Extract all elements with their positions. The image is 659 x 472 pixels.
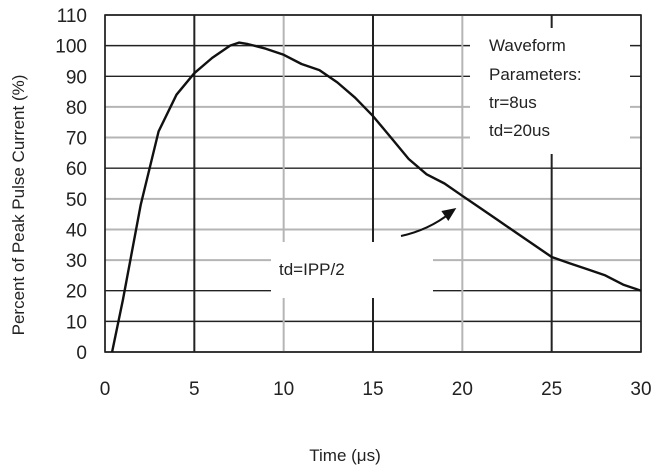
- grid: [104, 14, 642, 353]
- annotation-boxes: [271, 28, 630, 298]
- formula-label: td=IPP/2: [279, 260, 345, 279]
- y-tick-label: 40: [66, 220, 87, 241]
- formula-box: [271, 242, 433, 298]
- y-tick-label: 90: [66, 67, 87, 88]
- y-tick-label: 60: [66, 159, 87, 180]
- parameters-subtitle: Parameters:: [489, 65, 582, 84]
- tick-labels: 0 10 20 30 40 50 60 70 80 90 100 110 0 5 10 15 20 25 30: [55, 6, 651, 400]
- x-tick-label: 5: [189, 379, 200, 400]
- y-tick-label: 110: [57, 6, 87, 27]
- y-tick-label: 20: [66, 282, 87, 303]
- parameters-title: Waveform: [489, 36, 566, 55]
- y-tick-label: 50: [66, 190, 87, 211]
- y-tick-label: 10: [66, 312, 87, 333]
- arrow-shaft: [400, 212, 451, 237]
- y-tick-label: 80: [66, 98, 87, 119]
- x-tick-label: 10: [273, 379, 294, 400]
- x-axis-title: Time (μs): [309, 446, 381, 465]
- arrow-head: [441, 207, 457, 221]
- plot-border: [104, 14, 642, 353]
- x-tick-label: 30: [630, 379, 651, 400]
- arrow-layer: [400, 207, 457, 237]
- y-tick-label: 100: [55, 37, 87, 58]
- x-tick-label: 25: [541, 379, 562, 400]
- x-tick-label: 20: [452, 379, 473, 400]
- y-tick-label: 30: [66, 251, 87, 272]
- y-tick-label: 0: [76, 343, 87, 364]
- rise-time-label: tr=8us: [489, 93, 537, 112]
- x-tick-label: 0: [100, 379, 111, 400]
- series-layer: [110, 41, 642, 353]
- y-tick-label: 70: [66, 129, 87, 150]
- decay-time-label: td=20us: [489, 121, 550, 140]
- parameters-box: [470, 28, 630, 154]
- x-tick-label: 15: [362, 379, 383, 400]
- y-axis-title: Percent of Peak Pulse Current (%): [9, 75, 28, 336]
- waveform-line: [110, 41, 642, 353]
